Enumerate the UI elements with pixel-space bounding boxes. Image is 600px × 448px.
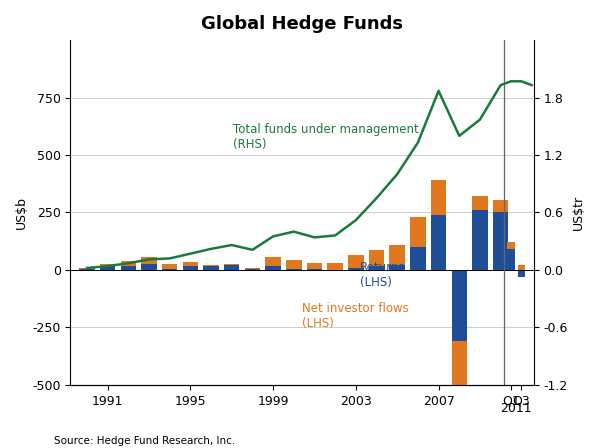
Bar [508,242,515,249]
Bar [121,261,136,266]
Bar [472,210,488,270]
Bar [389,245,405,265]
Bar [431,180,446,215]
Bar [182,263,198,266]
Text: 2011: 2011 [500,402,532,415]
Bar [141,264,157,270]
Bar [369,250,384,267]
Bar [245,267,260,269]
Bar [518,270,525,277]
Bar [286,269,302,270]
Bar [224,265,239,270]
Bar [348,255,364,267]
Bar [286,259,302,269]
Bar [410,247,425,270]
Bar [79,269,95,270]
Bar [121,266,136,270]
Text: Total funds under management
(RHS): Total funds under management (RHS) [233,123,418,151]
Bar [162,264,178,269]
Text: Returns
(LHS): Returns (LHS) [360,261,406,289]
Y-axis label: US$b: US$b [15,196,28,229]
Bar [348,267,364,270]
Bar [508,249,515,270]
Bar [100,267,115,270]
Bar [452,270,467,341]
Title: Global Hedge Funds: Global Hedge Funds [201,15,403,33]
Bar [389,265,405,270]
Bar [141,257,157,264]
Bar [203,267,219,270]
Bar [182,266,198,270]
Bar [203,265,219,267]
Bar [472,196,488,210]
Bar [265,257,281,266]
Text: Source: Hedge Fund Research, Inc.: Source: Hedge Fund Research, Inc. [54,436,235,446]
Bar [369,267,384,270]
Bar [100,264,115,267]
Bar [224,264,239,265]
Bar [307,263,322,269]
Bar [452,341,467,448]
Bar [431,215,446,270]
Bar [493,212,508,270]
Bar [162,269,178,270]
Bar [328,270,343,271]
Bar [307,269,322,270]
Bar [328,263,343,270]
Y-axis label: US$tr: US$tr [572,195,585,230]
Bar [79,267,95,269]
Bar [245,269,260,270]
Bar [410,217,425,247]
Text: Net investor flows
(LHS): Net investor flows (LHS) [302,302,409,330]
Bar [518,265,525,270]
Bar [265,266,281,270]
Bar [493,200,508,212]
